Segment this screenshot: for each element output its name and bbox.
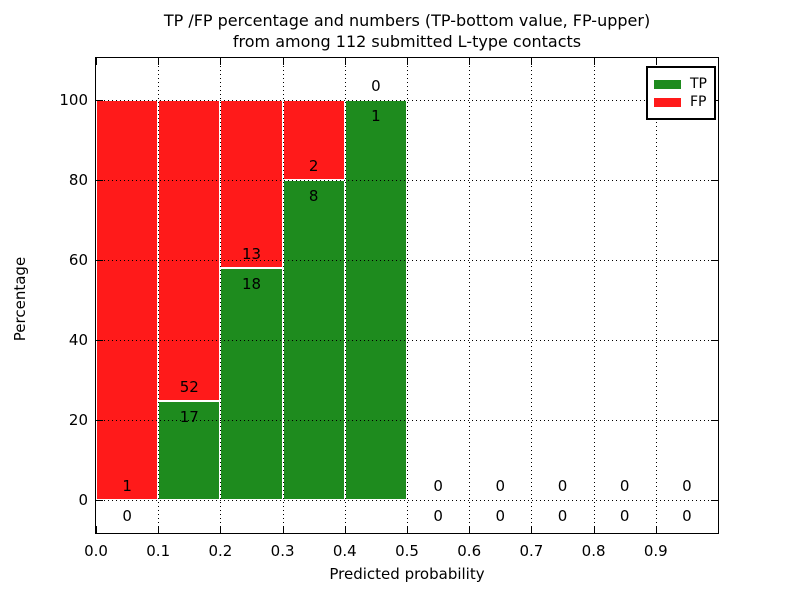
- x-tick-label: 0.9: [643, 542, 668, 560]
- x-gridline: [344, 58, 346, 533]
- tp-count-label: 0: [557, 507, 568, 525]
- tp-count-label: 8: [308, 187, 319, 205]
- tp-count-label: 0: [619, 507, 630, 525]
- x-tick-mark: [655, 526, 657, 533]
- legend-entry-tp: TP: [654, 76, 708, 92]
- x-tick-mark: [220, 526, 222, 533]
- x-tick-mark-top: [344, 58, 346, 65]
- x-tick-mark-top: [158, 58, 160, 65]
- x-tick-mark: [282, 526, 284, 533]
- fp-count-label: 13: [241, 244, 262, 263]
- fp-color-swatch: [654, 97, 681, 107]
- fp-count-label: 0: [682, 477, 692, 495]
- y-tick-mark-right: [711, 500, 718, 501]
- fp-count-label: 52: [179, 378, 199, 397]
- fp-count-label: 1: [122, 477, 132, 495]
- y-tick-mark: [96, 500, 103, 501]
- chart-title-line-1: TP /FP percentage and numbers (TP-bottom…: [163, 11, 651, 30]
- x-tick-label: 0.6: [457, 542, 482, 560]
- y-tick-mark-right: [711, 180, 718, 181]
- legend: TP FP: [646, 66, 716, 120]
- x-tick-mark: [407, 526, 408, 533]
- fp-count-label: 0: [619, 477, 630, 495]
- fp-count-label: 2: [308, 157, 319, 175]
- x-gridline: [220, 58, 222, 533]
- x-tick-mark-top: [531, 58, 533, 65]
- y-tick-label: 60: [68, 251, 88, 269]
- x-tick-mark-top: [96, 58, 97, 65]
- y-tick-label: 20: [68, 411, 88, 429]
- x-gridline: [469, 58, 471, 533]
- fp-count-label: 0: [371, 77, 381, 95]
- x-tick-mark: [344, 526, 346, 533]
- x-tick-mark: [593, 526, 595, 533]
- tp-count-label: 1: [371, 107, 381, 125]
- x-axis-label: Predicted probability: [329, 565, 485, 583]
- x-tick-label: 0.1: [146, 542, 171, 560]
- x-gridline: [531, 58, 533, 533]
- y-tick-mark: [96, 100, 103, 101]
- x-tick-label: 0.4: [332, 542, 357, 560]
- x-gridline: [282, 58, 284, 533]
- x-tick-label: 0.0: [84, 542, 108, 560]
- chart-title-line-2: from among 112 submitted L-type contacts: [232, 32, 582, 51]
- y-tick-mark-right: [711, 340, 718, 341]
- y-axis-label: Percentage: [11, 256, 29, 342]
- x-tick-mark: [158, 526, 160, 533]
- x-tick-mark-top: [407, 58, 408, 65]
- x-tick-label: 0.3: [270, 542, 295, 560]
- x-tick-mark-top: [220, 58, 222, 65]
- y-tick-mark: [96, 340, 103, 341]
- x-gridline: [158, 58, 160, 533]
- x-tick-mark-top: [593, 58, 595, 65]
- x-gridline: [655, 58, 657, 533]
- tp-count-label: 18: [241, 274, 262, 293]
- x-tick-mark-top: [469, 58, 471, 65]
- x-tick-label: 0.5: [395, 542, 419, 560]
- fp-count-label: 0: [433, 477, 443, 495]
- tp-count-label: 0: [122, 507, 132, 525]
- x-tick-mark: [531, 526, 533, 533]
- x-tick-mark-top: [655, 58, 657, 65]
- y-tick-mark: [96, 260, 103, 261]
- legend-entry-fp: FP: [654, 94, 708, 110]
- y-tick-label: 0: [78, 491, 88, 509]
- x-gridline: [407, 58, 408, 533]
- x-tick-mark-top: [282, 58, 284, 65]
- bar-fp-segment: [158, 100, 221, 402]
- bar-tp-segment: [344, 100, 407, 500]
- tp-color-swatch: [654, 79, 681, 89]
- fp-count-label: 0: [557, 477, 568, 495]
- x-tick-mark: [469, 526, 471, 533]
- x-tick-mark: [96, 526, 97, 533]
- y-tick-label: 80: [68, 171, 88, 189]
- fp-count-label: 0: [495, 477, 506, 495]
- legend-label-fp: FP: [690, 94, 707, 110]
- x-tick-label: 0.7: [519, 542, 544, 560]
- y-tick-mark: [96, 420, 103, 421]
- y-tick-mark: [96, 180, 103, 181]
- tp-count-label: 0: [495, 507, 506, 525]
- x-tick-label: 0.2: [208, 542, 233, 560]
- bar-fp-segment: [96, 100, 159, 500]
- x-gridline: [593, 58, 595, 533]
- tp-count-label: 17: [179, 408, 199, 427]
- tp-count-label: 0: [433, 507, 443, 525]
- y-tick-mark-right: [711, 420, 718, 421]
- legend-label-tp: TP: [690, 76, 707, 92]
- bar-tp-segment: [220, 267, 283, 500]
- y-tick-mark-right: [711, 260, 718, 261]
- y-tick-label: 100: [59, 91, 88, 109]
- x-tick-label: 0.8: [581, 542, 606, 560]
- y-tick-label: 40: [68, 331, 88, 349]
- bar-fp-segment: [220, 100, 283, 268]
- tp-count-label: 0: [682, 507, 692, 525]
